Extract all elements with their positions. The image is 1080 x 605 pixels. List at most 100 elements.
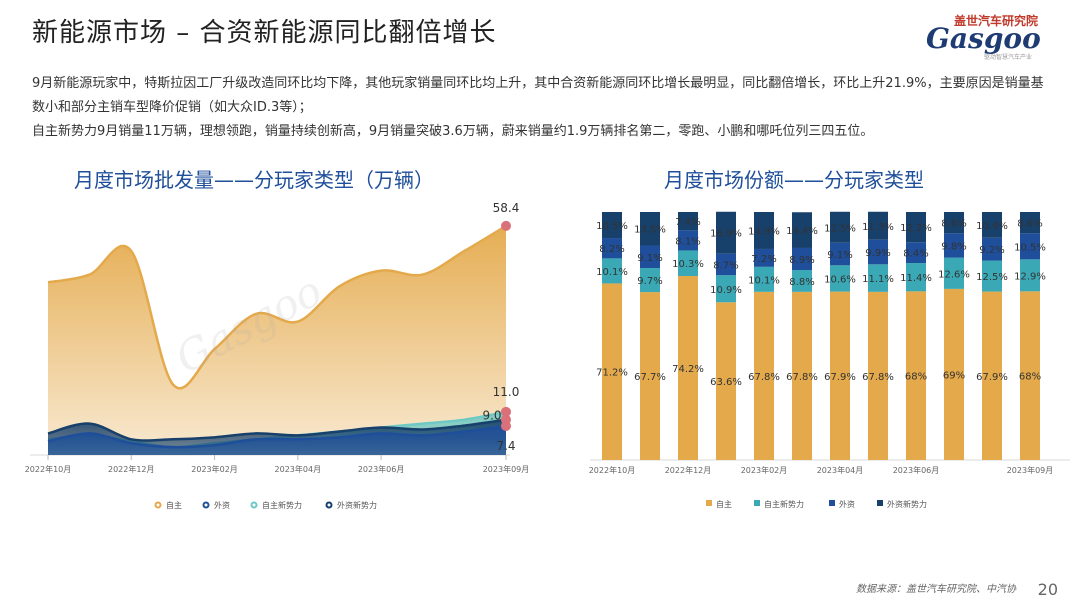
bar-label: 10.1% bbox=[596, 267, 628, 278]
bar-segment-自主 bbox=[602, 283, 622, 460]
bar-label: 11.1% bbox=[862, 274, 894, 285]
bar-label: 68% bbox=[1019, 372, 1041, 383]
bar-label: 11.3% bbox=[862, 222, 894, 233]
bar-label: 9.2% bbox=[979, 245, 1004, 256]
bar-label: 9.8% bbox=[941, 241, 966, 252]
bar-label: 10.5% bbox=[1014, 242, 1046, 253]
bar-label: 16.9% bbox=[710, 229, 742, 240]
bar-segment-自主新势力 bbox=[830, 265, 850, 292]
logo-tag: 驱动智慧汽车产业 bbox=[983, 54, 1032, 61]
bar-label: 67.9% bbox=[824, 372, 856, 383]
x-tick-label: 2023年02月 bbox=[741, 465, 788, 475]
end-label: 11.0 bbox=[493, 385, 520, 399]
bar-segment-外资新势力 bbox=[1020, 212, 1040, 234]
bar-segment-外资新势力 bbox=[602, 212, 622, 239]
bar-label: 12.5% bbox=[976, 272, 1008, 283]
bar-segment-自主新势力 bbox=[906, 263, 926, 292]
bar-label: 12.9% bbox=[1014, 271, 1046, 282]
bar-label: 9.1% bbox=[637, 253, 662, 264]
bar-label: 10.1% bbox=[748, 275, 780, 286]
legend-marker bbox=[706, 500, 712, 506]
bar-label: 67.8% bbox=[786, 372, 818, 383]
series-line-自主 bbox=[47, 224, 507, 390]
legend-marker bbox=[829, 500, 835, 506]
bar-label: 12.5% bbox=[824, 223, 856, 234]
bar-segment-外资新势力 bbox=[830, 211, 850, 243]
bar-label: 8.6% bbox=[941, 219, 966, 230]
bar-segment-外资 bbox=[602, 238, 622, 259]
bar-label: 11.4% bbox=[900, 273, 932, 284]
bar-label: 8.2% bbox=[599, 244, 624, 255]
bar-segment-外资 bbox=[868, 239, 888, 265]
bar-label: 67.9% bbox=[976, 372, 1008, 383]
series-line-外资新势力 bbox=[47, 418, 507, 442]
bar-label: 14.4% bbox=[786, 226, 818, 237]
legend-label: 自主 bbox=[716, 499, 732, 509]
bar-label: 8.1% bbox=[675, 236, 700, 247]
logo-brand: 盖世汽车研究院 bbox=[953, 14, 1038, 28]
page-title: 新能源市场 – 合资新能源同比翻倍增长 bbox=[32, 18, 497, 48]
bar-label: 10.6% bbox=[824, 274, 856, 285]
legend-marker bbox=[754, 500, 760, 506]
volume-area-chart: 58.4 11.0 9.0 7.4 2022年10月 2022年12月 2023年02月 20… bbox=[25, 201, 530, 510]
legend-label: 外资 bbox=[214, 500, 230, 510]
legend-marker bbox=[250, 501, 258, 509]
legend-marker bbox=[154, 501, 162, 509]
bar-segment-自主新势力 bbox=[640, 268, 660, 293]
legend-marker bbox=[202, 501, 210, 509]
bar-segment-自主新势力 bbox=[602, 258, 622, 284]
summary-line-1: 9月新能源玩家中，特斯拉因工厂升级改造同环比均下降，其他玩家销量同环比均上升，其… bbox=[32, 76, 1044, 115]
x-tick-label: 2022年10月 bbox=[25, 464, 72, 474]
share-chart-title: 月度市场份额——分玩家类型 bbox=[664, 168, 924, 192]
bar-segment-外资 bbox=[754, 248, 774, 267]
end-point-外资 bbox=[501, 420, 511, 431]
bar-label: 13.5% bbox=[634, 225, 666, 236]
bar-label: 9.9% bbox=[865, 248, 890, 259]
bar-segment-自主 bbox=[868, 291, 888, 460]
bar-label: 8.8% bbox=[789, 277, 814, 288]
bar-segment-自主新势力 bbox=[1020, 259, 1040, 292]
data-source: 数据来源：盖世汽车研究院、中汽协 bbox=[856, 584, 1016, 595]
legend-label: 自主新势力 bbox=[764, 499, 804, 509]
x-tick-label: 2023年09月 bbox=[483, 464, 530, 474]
bar-segment-外资 bbox=[830, 242, 850, 266]
bar-segment-自主新势力 bbox=[982, 260, 1002, 292]
x-tick-label: 2023年06月 bbox=[358, 464, 405, 474]
bar-segment-自主新势力 bbox=[754, 266, 774, 292]
x-tick-label: 2023年04月 bbox=[275, 464, 322, 474]
end-label: 58.4 bbox=[493, 201, 520, 215]
bar-segment-外资 bbox=[640, 245, 660, 269]
bar-segment-外资新势力 bbox=[982, 212, 1002, 238]
legend-marker bbox=[325, 501, 333, 509]
bar-segment-自主新势力 bbox=[678, 250, 698, 276]
bar-label: 71.2% bbox=[596, 368, 628, 379]
bar-segment-自主 bbox=[792, 291, 812, 460]
bar-label: 69% bbox=[943, 370, 965, 381]
bar-segment-外资新势力 bbox=[754, 212, 774, 249]
x-tick-label: 2022年10月 bbox=[589, 465, 636, 475]
legend-label: 自主新势力 bbox=[262, 500, 302, 510]
area-自主 bbox=[48, 225, 506, 455]
bar-label: 68% bbox=[905, 372, 927, 383]
bar-segment-自主 bbox=[640, 292, 660, 460]
bar-segment-外资 bbox=[982, 237, 1002, 261]
share-stacked-bar-chart: 71.2% 10.1% 8.2% 10.5% 67.7% 9.7% 9.1% 13.5% 74.… bbox=[589, 211, 1070, 509]
bar-segment-自主 bbox=[982, 291, 1002, 460]
bar-label: 8.4% bbox=[903, 249, 928, 260]
bar-segment-自主 bbox=[944, 288, 964, 460]
bar-segment-外资 bbox=[944, 233, 964, 258]
x-tick-label: 2022年12月 bbox=[665, 465, 712, 475]
bar-segment-自主新势力 bbox=[716, 275, 736, 303]
x-tick-label: 2023年09月 bbox=[1007, 465, 1054, 475]
bar-label: 7.4% bbox=[675, 217, 700, 228]
bar-segment-外资新势力 bbox=[640, 212, 660, 246]
end-label: 9.0 bbox=[482, 409, 501, 423]
bar-segment-外资新势力 bbox=[868, 211, 888, 240]
bar-segment-外资新势力 bbox=[678, 212, 698, 231]
end-point-自主 bbox=[501, 220, 511, 231]
legend-label: 自主 bbox=[166, 500, 182, 510]
bar-segment-自主 bbox=[716, 302, 736, 460]
bar-label: 9.7% bbox=[637, 276, 662, 287]
summary-line-2: 自主新势力9月销量11万辆，理想领跑，销量持续创新高，9月销量突破3.6万辆，蔚… bbox=[32, 124, 874, 139]
bar-segment-自主 bbox=[678, 275, 698, 460]
